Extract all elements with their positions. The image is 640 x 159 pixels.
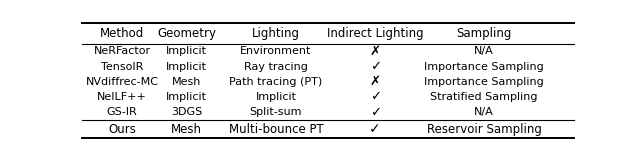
Text: Implicit: Implicit	[166, 92, 207, 102]
Text: N/A: N/A	[474, 107, 494, 118]
Text: Environment: Environment	[240, 46, 312, 56]
Text: Sampling: Sampling	[456, 27, 512, 40]
Text: Importance Sampling: Importance Sampling	[424, 62, 544, 72]
Text: GS-IR: GS-IR	[107, 107, 138, 118]
Text: Indirect Lighting: Indirect Lighting	[327, 27, 424, 40]
Text: Importance Sampling: Importance Sampling	[424, 77, 544, 87]
Text: Implicit: Implicit	[166, 46, 207, 56]
Text: Split-sum: Split-sum	[250, 107, 302, 118]
Text: N/A: N/A	[474, 46, 494, 56]
Text: TensoIR: TensoIR	[101, 62, 143, 72]
Text: Ours: Ours	[108, 123, 136, 136]
Text: Geometry: Geometry	[157, 27, 216, 40]
Text: Path tracing (PT): Path tracing (PT)	[229, 77, 323, 87]
Text: 3DGS: 3DGS	[171, 107, 202, 118]
Text: ✓: ✓	[369, 122, 381, 136]
Text: NVdiffrec-MC: NVdiffrec-MC	[86, 77, 159, 87]
Text: Multi-bounce PT: Multi-bounce PT	[228, 123, 323, 136]
Text: Lighting: Lighting	[252, 27, 300, 40]
Text: Implicit: Implicit	[255, 92, 296, 102]
Text: ✗: ✗	[369, 75, 381, 88]
Text: NeRFactor: NeRFactor	[93, 46, 151, 56]
Text: ✗: ✗	[369, 45, 381, 58]
Text: Implicit: Implicit	[166, 62, 207, 72]
Text: ✓: ✓	[369, 60, 381, 73]
Text: Reservoir Sampling: Reservoir Sampling	[427, 123, 541, 136]
Text: Method: Method	[100, 27, 144, 40]
Text: Mesh: Mesh	[172, 77, 202, 87]
Text: Ray tracing: Ray tracing	[244, 62, 308, 72]
Text: ✓: ✓	[369, 106, 381, 119]
Text: NeILF++: NeILF++	[97, 92, 147, 102]
Text: Mesh: Mesh	[171, 123, 202, 136]
Text: Stratified Sampling: Stratified Sampling	[431, 92, 538, 102]
Text: ✓: ✓	[369, 91, 381, 104]
